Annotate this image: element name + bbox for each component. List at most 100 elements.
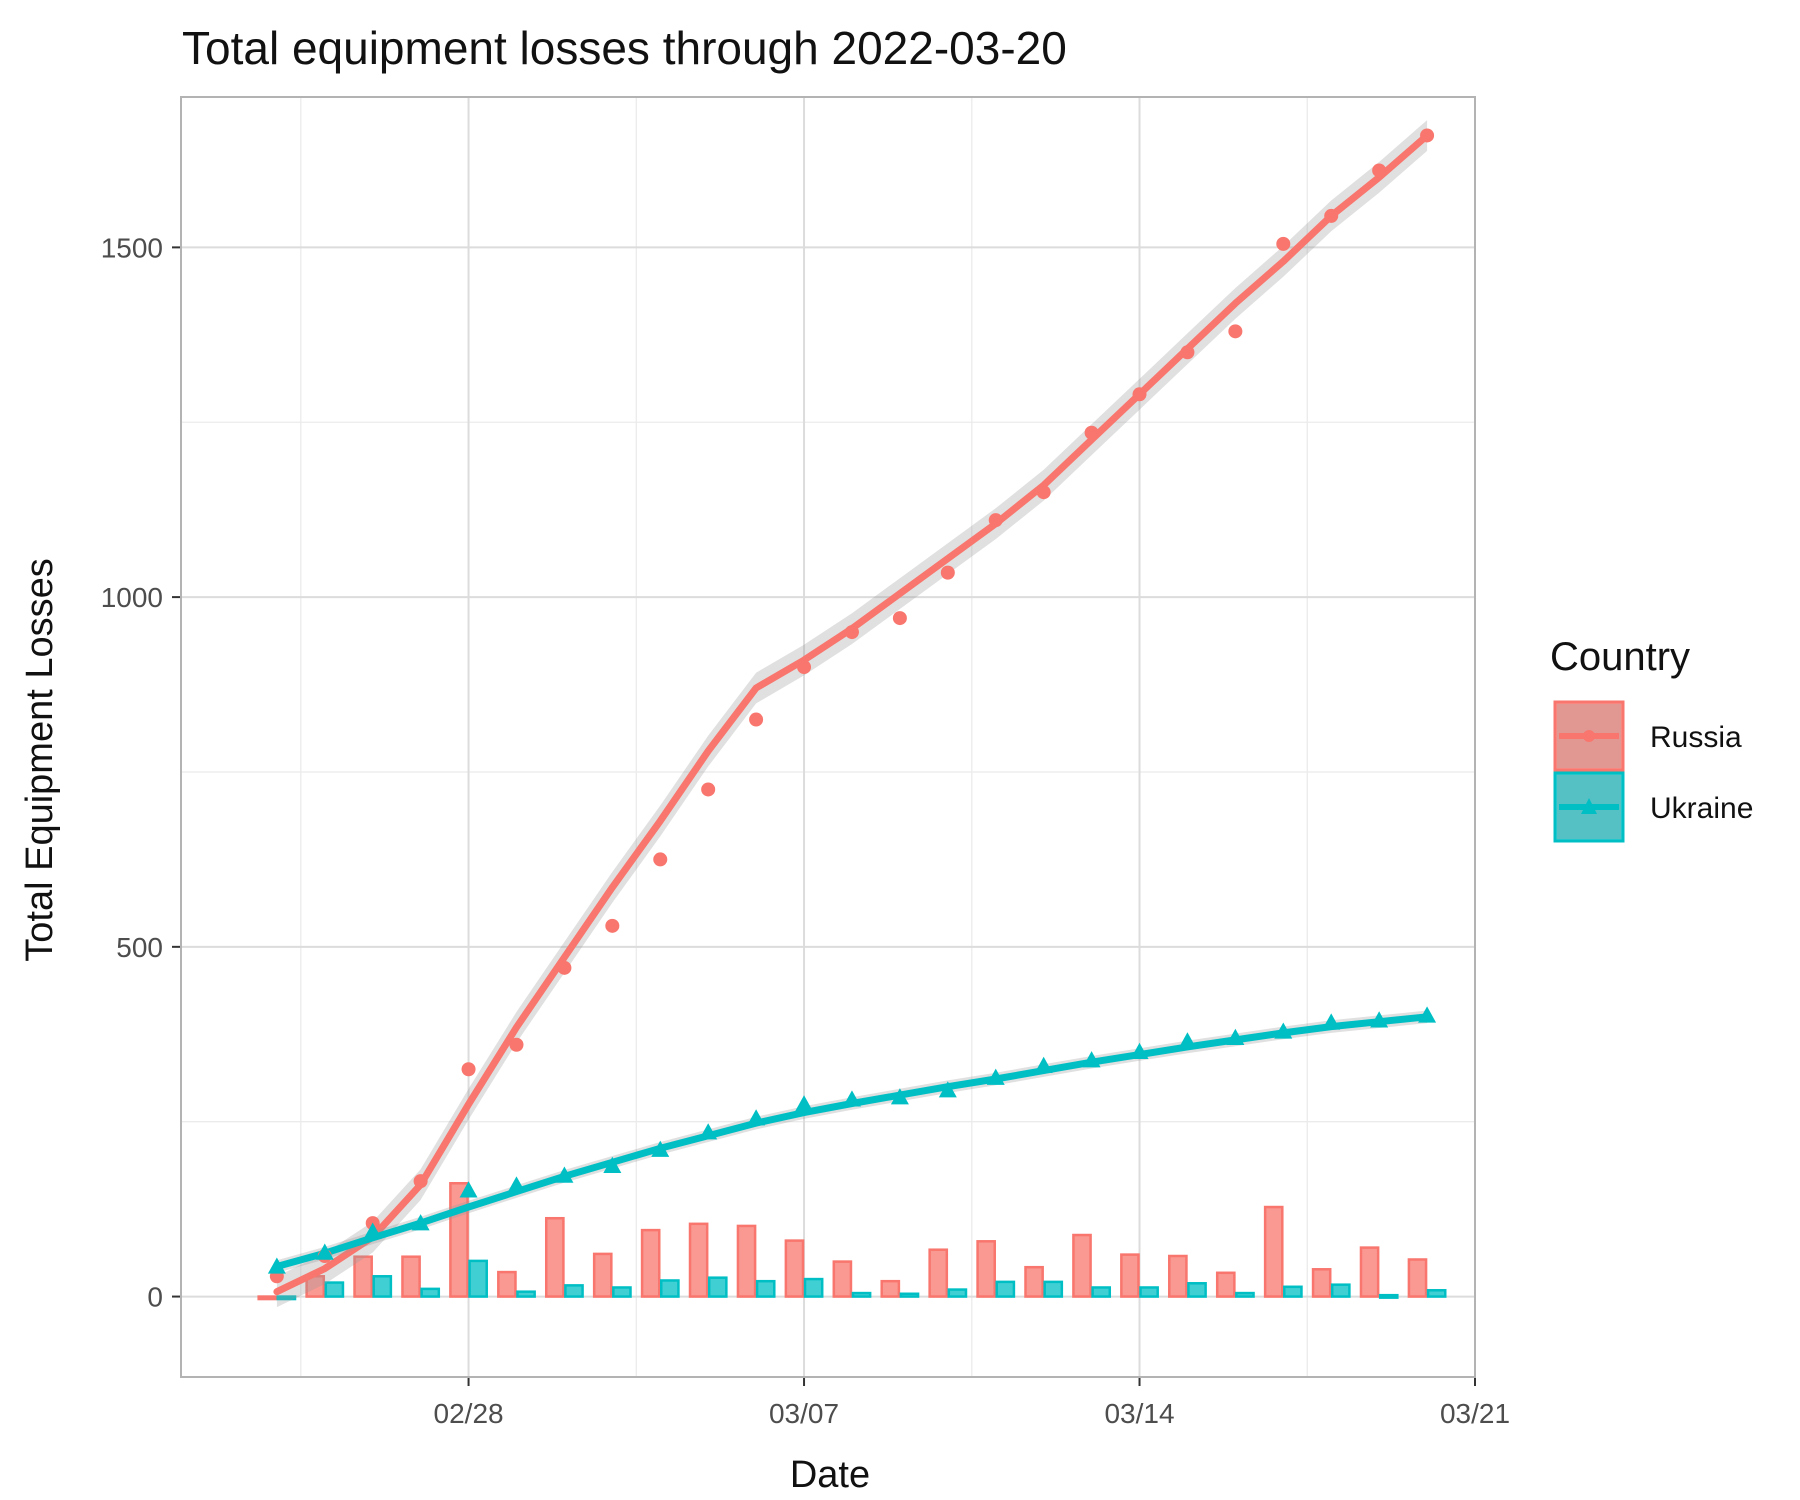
bar-ukraine-daily (851, 1291, 872, 1298)
bar-russia-daily (401, 1255, 421, 1298)
point-ukraine (795, 1095, 814, 1112)
y-tick-label: 0 (147, 1282, 163, 1313)
point-russia (1228, 324, 1243, 339)
plot-panel: 0 500 1000 1500 02/28 03/07 03/14 03/21 (101, 96, 1510, 1429)
y-axis-title: Total Equipment Losses (19, 558, 61, 961)
point-russia (557, 960, 572, 975)
point-russia (844, 625, 859, 640)
bar-russia-daily (353, 1255, 373, 1298)
bar-ukraine-daily (516, 1290, 536, 1298)
bar-ukraine-daily (1426, 1289, 1447, 1298)
point-ukraine (459, 1181, 478, 1198)
point-ukraine (747, 1109, 766, 1126)
bar-russia-daily (449, 1182, 469, 1298)
point-ukraine (1418, 1006, 1437, 1023)
x-tick-label: 03/21 (1440, 1398, 1510, 1429)
point-russia (1084, 425, 1099, 440)
legend-key-marker-ukraine (1581, 798, 1597, 814)
bar-ukraine-daily (1139, 1286, 1159, 1298)
point-russia (461, 1062, 476, 1077)
y-tick-label: 1500 (101, 232, 163, 263)
bar-russia-daily (928, 1248, 949, 1298)
point-ukraine (651, 1140, 670, 1157)
point-ukraine (1130, 1042, 1149, 1059)
bar-russia-daily (976, 1240, 996, 1298)
bar-ukraine-daily (1235, 1291, 1255, 1298)
x-axis-title: Date (790, 1454, 870, 1496)
point-ukraine (267, 1257, 286, 1274)
bar-russia-daily (257, 1295, 278, 1301)
point-russia (1180, 345, 1195, 360)
point-ukraine (938, 1081, 957, 1098)
bar-ukraine-daily (1378, 1293, 1399, 1299)
legend-label-ukraine: Ukraine (1650, 792, 1753, 825)
point-ukraine (363, 1222, 382, 1239)
bar-ukraine-daily (1187, 1282, 1207, 1298)
bar-ukraine-daily (276, 1295, 297, 1301)
bar-ukraine-daily (755, 1279, 776, 1298)
point-ukraine (1178, 1032, 1197, 1049)
bar-ukraine-daily (803, 1277, 824, 1298)
bar-ukraine-daily (468, 1259, 488, 1298)
bar-ukraine-daily (1283, 1285, 1303, 1298)
point-ukraine (1226, 1028, 1245, 1045)
point-russia (1276, 236, 1291, 251)
point-ukraine (890, 1088, 909, 1105)
point-ukraine (1370, 1011, 1389, 1028)
bar-russia-daily (544, 1216, 565, 1298)
point-ukraine (507, 1176, 526, 1193)
bar-russia-daily (1120, 1253, 1140, 1298)
bar-russia-daily (497, 1270, 517, 1298)
point-russia (1420, 128, 1435, 143)
point-ukraine (315, 1243, 334, 1260)
y-tick-label: 1000 (101, 582, 163, 613)
bar-russia-daily (1311, 1268, 1332, 1298)
point-russia (1132, 387, 1147, 402)
point-ukraine (699, 1123, 718, 1140)
point-russia (988, 513, 1003, 528)
bar-russia-daily (1215, 1271, 1236, 1298)
bar-russia-daily (1407, 1258, 1428, 1298)
bar-ukraine-daily (1043, 1280, 1064, 1298)
point-russia (749, 712, 764, 727)
point-russia (605, 918, 620, 933)
point-russia (940, 565, 955, 580)
panel-border (180, 96, 1476, 1378)
panel-background (181, 97, 1475, 1377)
y-tick-label: 500 (116, 932, 163, 963)
legend-label-russia: Russia (1650, 721, 1742, 754)
bar-russia-daily (640, 1228, 661, 1298)
bar-russia-daily (1072, 1233, 1092, 1298)
point-russia (653, 852, 668, 867)
point-ukraine (986, 1068, 1005, 1085)
point-ukraine (1034, 1056, 1053, 1073)
bar-russia-daily (1024, 1265, 1044, 1298)
point-russia (797, 660, 812, 675)
point-ukraine (842, 1090, 861, 1107)
point-ukraine (411, 1214, 430, 1231)
bar-ukraine-daily (707, 1276, 728, 1298)
point-russia (413, 1174, 428, 1189)
bar-ukraine-daily (420, 1287, 441, 1298)
bar-russia-daily (592, 1252, 613, 1298)
legend: Country Russia Ukraine (1550, 635, 1753, 843)
bar-russia-daily (1168, 1254, 1188, 1298)
bar-ukraine-daily (1330, 1283, 1351, 1298)
bar-ukraine-daily (612, 1286, 632, 1298)
bar-russia-daily (1263, 1205, 1284, 1298)
point-ukraine (1274, 1022, 1293, 1039)
point-russia (1324, 208, 1339, 223)
bar-russia-daily (736, 1224, 757, 1298)
point-russia (892, 611, 907, 626)
bar-russia-daily (1359, 1246, 1380, 1298)
point-ukraine (555, 1166, 574, 1183)
point-russia (701, 782, 716, 797)
legend-title: Country (1550, 635, 1690, 679)
point-ukraine (1322, 1013, 1341, 1030)
point-russia (509, 1037, 524, 1052)
bar-ukraine-daily (1091, 1286, 1112, 1298)
legend-key-marker-russia (1583, 730, 1595, 742)
bar-ukraine-daily (947, 1288, 968, 1298)
bar-russia-daily (784, 1239, 805, 1298)
